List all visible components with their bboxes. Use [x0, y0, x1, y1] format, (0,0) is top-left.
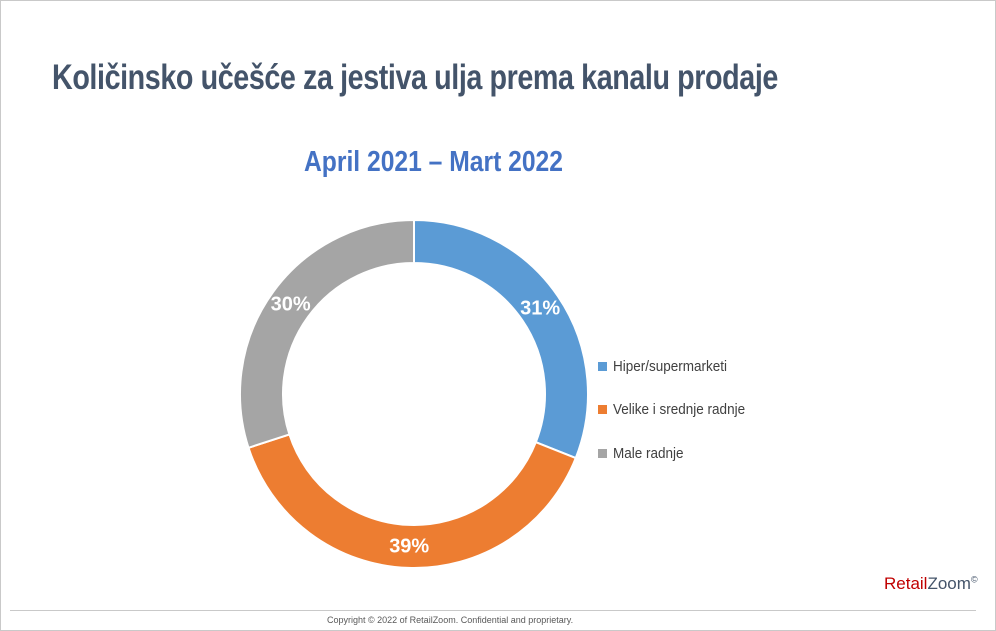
logo-retail-text: Retail	[884, 574, 928, 593]
legend-swatch	[598, 361, 607, 371]
logo-copyright-mark: ©	[970, 574, 978, 585]
slice-velike-i-srednje-radnje	[247, 433, 578, 569]
chart-subtitle: April 2021 – Mart 2022	[304, 146, 563, 178]
chart-legend: Hiper/supermarketi Velike i srednje radn…	[598, 355, 760, 486]
logo-zoom-text: Zoom	[927, 574, 971, 593]
legend-label: Male radnje	[613, 444, 684, 462]
legend-swatch	[598, 405, 607, 414]
page-title: Količinsko učešće za jestiva ulja prema …	[52, 58, 778, 97]
slice-hiper-supermarketi	[413, 218, 589, 460]
slice-male-radnje	[239, 218, 415, 450]
data-label: 30%	[271, 293, 311, 315]
legend-label: Velike i srednje radnje	[613, 401, 746, 418]
copyright-text: Copyright © 2022 of RetailZoom. Confiden…	[327, 615, 574, 625]
legend-item-male-radnje: Male radnje	[598, 442, 760, 464]
legend-item-hiper-supermarketi: Hiper/supermarketi	[598, 355, 760, 377]
retailzoom-logo: RetailZoom©	[884, 574, 978, 594]
data-label: 31%	[520, 297, 560, 319]
footer-divider	[10, 610, 976, 611]
data-label: 39%	[389, 535, 429, 557]
legend-swatch	[598, 448, 607, 458]
legend-label: Hiper/supermarketi	[613, 357, 728, 375]
legend-item-velike-i-srednje-radnje: Velike i srednje radnje	[598, 399, 760, 421]
